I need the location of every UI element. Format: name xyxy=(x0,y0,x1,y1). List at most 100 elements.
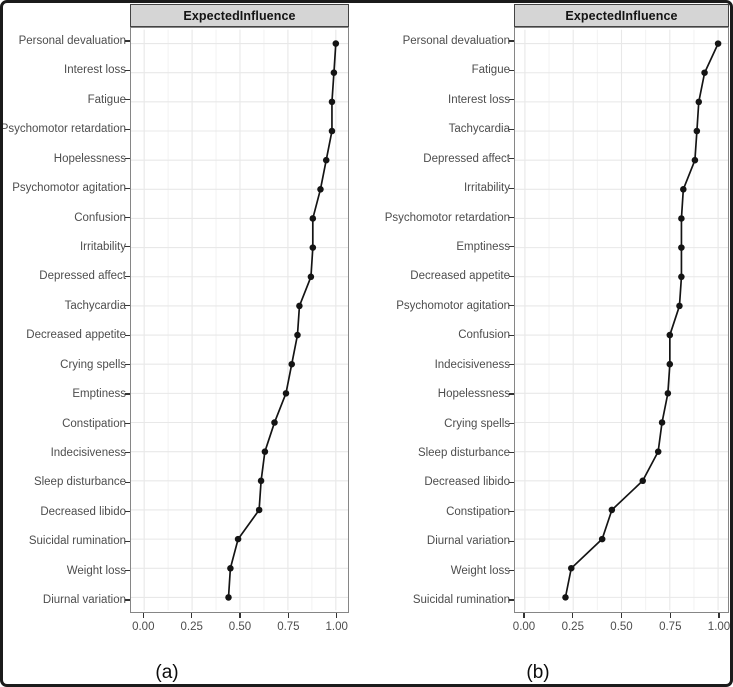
y-axis-label: Interest loss xyxy=(64,64,126,77)
data-point xyxy=(309,215,317,222)
data-point xyxy=(322,156,330,164)
data-point xyxy=(309,244,317,251)
y-tick-mark xyxy=(125,364,130,366)
y-axis-label: Diurnal variation xyxy=(42,594,126,606)
y-tick-mark xyxy=(125,540,130,542)
data-point xyxy=(678,273,685,281)
x-tick-label: 0.00 xyxy=(512,621,536,633)
y-axis-label: Decreased appetite xyxy=(410,270,510,283)
data-point xyxy=(666,331,674,339)
y-axis-label: Fatigue xyxy=(471,64,510,77)
data-point xyxy=(598,535,606,543)
data-point xyxy=(680,186,687,193)
y-tick-mark xyxy=(509,599,514,601)
data-point xyxy=(678,244,685,251)
y-axis-label: Hopelessness xyxy=(437,388,510,400)
y-tick-mark xyxy=(125,187,130,189)
facet-strip-b: ExpectedInfluence xyxy=(514,4,729,27)
y-axis-label: Confusion xyxy=(74,211,126,224)
y-tick-mark xyxy=(125,570,130,572)
y-tick-mark xyxy=(125,69,130,71)
y-tick-mark xyxy=(509,69,514,71)
data-point xyxy=(639,477,647,485)
data-point xyxy=(282,390,290,397)
y-axis-label: Crying spells xyxy=(444,417,510,430)
y-tick-mark xyxy=(509,570,514,572)
y-tick-mark xyxy=(125,511,130,513)
y-axis-label: Hopelessness xyxy=(53,152,126,165)
y-axis-label: Depressed affect xyxy=(39,270,126,283)
facet-strip-a: ExpectedInfluence xyxy=(130,4,349,27)
data-point xyxy=(225,594,232,601)
y-tick-mark xyxy=(125,216,130,219)
data-point xyxy=(701,69,708,77)
y-axis-label: Personal devaluation xyxy=(402,35,510,47)
y-tick-mark xyxy=(509,99,514,101)
y-tick-mark xyxy=(509,128,514,130)
y-tick-mark xyxy=(509,246,514,248)
y-axis-label: Emptiness xyxy=(72,388,126,400)
y-axis-label: Constipation xyxy=(446,505,510,518)
data-line xyxy=(564,43,719,598)
data-point xyxy=(691,156,699,164)
y-tick-mark xyxy=(125,99,130,101)
y-tick-mark xyxy=(125,128,130,130)
y-tick-mark xyxy=(509,540,514,542)
x-tick-mark xyxy=(718,613,720,618)
y-tick-mark xyxy=(125,305,130,307)
x-tick-mark xyxy=(142,613,144,618)
y-tick-mark xyxy=(125,275,130,277)
data-point xyxy=(608,506,616,514)
y-tick-mark xyxy=(125,158,130,160)
data-point xyxy=(714,40,722,47)
x-tick-mark xyxy=(191,613,193,618)
y-tick-mark xyxy=(125,481,130,483)
y-axis-label: Psychomotor retardation xyxy=(0,123,126,136)
data-point xyxy=(695,98,703,106)
data-point xyxy=(288,360,296,368)
x-tick-mark xyxy=(669,613,671,618)
y-tick-mark xyxy=(509,275,514,277)
y-tick-mark xyxy=(125,393,130,395)
y-tick-mark xyxy=(125,334,130,336)
y-axis-label: Tachycardia xyxy=(64,299,126,312)
data-point xyxy=(562,594,569,601)
y-axis-label: Diurnal variation xyxy=(426,535,510,548)
y-axis-label: Suicidal rumination xyxy=(412,594,510,606)
y-axis-label: Fatigue xyxy=(87,93,126,106)
panel-caption-b: (b) xyxy=(526,662,550,683)
x-tick-label: 0.25 xyxy=(561,621,584,633)
x-tick-mark xyxy=(287,613,289,618)
data-line xyxy=(227,43,337,598)
chart-canvas xyxy=(515,29,728,611)
data-point xyxy=(227,565,234,572)
data-point xyxy=(330,69,338,76)
facet-strip-title: ExpectedInfluence xyxy=(183,8,296,23)
x-tick-label: 0.50 xyxy=(610,621,633,633)
data-point xyxy=(658,419,666,426)
data-point xyxy=(257,477,265,485)
y-tick-mark xyxy=(125,422,130,425)
x-tick-mark xyxy=(523,613,525,618)
y-axis-label: Decreased appetite xyxy=(26,329,126,342)
y-axis-label: Indecisiveness xyxy=(50,446,126,459)
y-axis-label: Personal devaluation xyxy=(18,35,126,47)
y-tick-mark xyxy=(509,305,514,307)
y-axis-label: Irritability xyxy=(79,240,126,253)
y-tick-mark xyxy=(125,246,130,248)
y-tick-mark xyxy=(509,334,514,336)
data-point xyxy=(666,360,674,368)
x-tick-mark xyxy=(336,613,338,618)
data-point xyxy=(255,506,263,514)
x-tick-label: 0.75 xyxy=(659,621,682,633)
data-point xyxy=(654,448,662,455)
data-point xyxy=(678,215,685,222)
panel-caption-a: (a) xyxy=(155,662,179,683)
x-tick-label: 0.50 xyxy=(228,621,252,633)
x-tick-mark xyxy=(239,613,241,618)
y-axis-label: Decreased libido xyxy=(40,505,126,518)
y-axis-label: Weight loss xyxy=(66,564,126,577)
data-point xyxy=(296,302,303,310)
facet-strip-title: ExpectedInfluence xyxy=(565,8,678,23)
y-axis-label: Emptiness xyxy=(456,240,510,253)
